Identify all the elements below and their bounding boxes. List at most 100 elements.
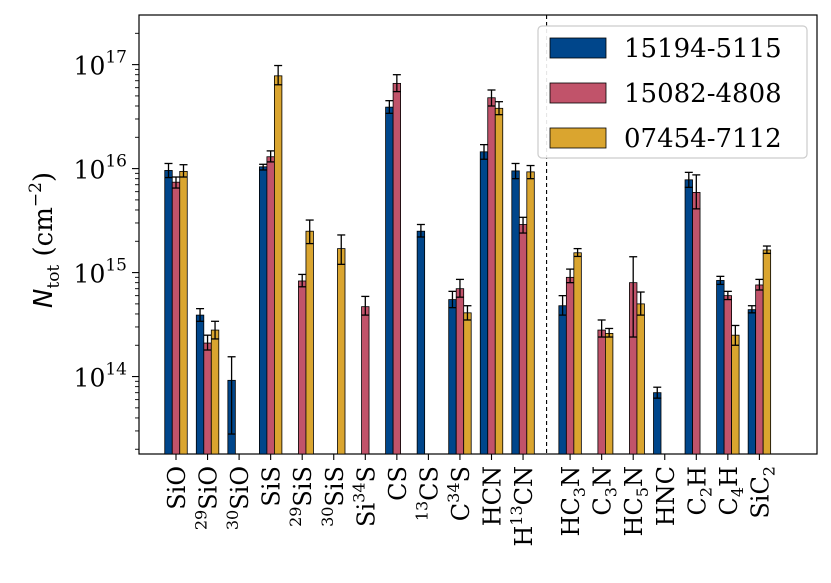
x-tick-label-text: S: [447, 466, 475, 482]
x-tick-label-text: CS: [384, 466, 412, 501]
bar: [692, 192, 701, 455]
y-tick-label: 1015: [74, 256, 127, 289]
x-tick-label: SiS: [258, 466, 286, 507]
x-tick-label-sup: 29: [286, 507, 305, 527]
y-tick-label: 1016: [74, 152, 127, 185]
bar: [361, 306, 370, 455]
bar: [716, 280, 725, 455]
x-tick-label-text: SiO: [195, 466, 223, 510]
bar: [448, 299, 457, 455]
y-label-unit-sup: −2: [26, 182, 46, 207]
x-tick-label-text: SiC: [746, 476, 774, 518]
bar: [392, 82, 402, 455]
x-tick-label-text: N: [557, 466, 585, 487]
x-tick-label: H13CN: [507, 466, 538, 547]
bar: [179, 170, 188, 455]
bar: [526, 171, 535, 455]
x-tick-label-sup: 34: [444, 482, 463, 502]
x-tick-label-text: S: [352, 466, 380, 482]
x-tick-label-sub: 3: [602, 487, 621, 497]
x-tick-label-text: N: [589, 466, 617, 487]
x-tick-label: HNC: [652, 466, 680, 526]
x-tick-label-text: SiS: [258, 466, 286, 507]
legend-label: 07454-7112: [624, 124, 782, 154]
bar: [203, 342, 212, 455]
x-tick-label-sub: 2: [696, 487, 715, 497]
x-tick-label-text: H: [715, 466, 743, 487]
x-tick-label: C4H: [715, 466, 747, 516]
bar: [558, 305, 567, 455]
x-tick-label-sup: 29: [192, 510, 211, 530]
x-tick-label: Si34S: [349, 466, 380, 527]
x-tick-label: CS: [384, 466, 412, 501]
bar: [487, 97, 496, 455]
y-tick-label: 1017: [74, 48, 127, 81]
x-tick-label-sup: 34: [349, 482, 368, 502]
x-tick-label: C34S: [444, 466, 475, 521]
y-tick-base: 10: [74, 260, 106, 289]
y-tick-label: 1014: [74, 360, 127, 393]
x-tick-label: 29SiO: [192, 466, 223, 530]
x-tick-label-sub: 3: [570, 487, 589, 497]
x-tick-label-text: CN: [510, 466, 538, 505]
x-tick-label-text: HCN: [479, 466, 507, 526]
legend-swatch: [549, 37, 607, 59]
legend-swatch: [549, 82, 607, 104]
y-minor-ticks: [135, 32, 139, 450]
y-tick-base: 10: [74, 52, 106, 81]
x-tick-label-text: H: [510, 526, 538, 547]
legend-box: [537, 25, 808, 159]
x-tick-label-text: N: [620, 466, 648, 487]
bar: [416, 230, 426, 455]
x-tick-label: 30SiS: [318, 466, 349, 527]
x-tick-label-text: HC: [620, 497, 648, 536]
y-tick-base: 10: [74, 156, 106, 185]
x-tick-label: 30SiO: [223, 466, 254, 530]
x-tick-label-text: HC: [557, 497, 585, 536]
y-label-subscript: tot: [44, 265, 64, 289]
bar: [684, 179, 693, 455]
x-tick-label-text: C: [589, 497, 617, 515]
x-tick-label-text: SiO: [163, 466, 191, 510]
x-tick-label-text: C: [447, 503, 475, 521]
y-tick-exponent: 17: [105, 48, 127, 68]
bar: [511, 170, 520, 455]
x-tick-label: SiC2: [746, 466, 778, 519]
y-tick-exponent: 16: [105, 152, 127, 172]
x-tick-label-text: SiS: [289, 466, 317, 507]
bar: [164, 170, 173, 455]
x-tick-label-sub: 4: [728, 487, 747, 497]
legend: 15194-5115 15082-4808 07454-7112: [537, 25, 808, 159]
legend-label: 15082-4808: [624, 79, 782, 109]
x-tick-label: 13CS: [412, 466, 443, 521]
bar: [305, 230, 314, 455]
y-tick-base: 10: [74, 364, 106, 393]
bar: [755, 284, 764, 455]
bar: [597, 329, 606, 455]
bar: [723, 295, 732, 455]
bar: [762, 249, 772, 455]
y-label-unit-close: ): [29, 172, 59, 182]
bar: [266, 156, 275, 455]
y-axis-label: Ntot (cm−2): [26, 172, 64, 308]
bar: [605, 333, 614, 455]
x-tick-label-text: CS: [415, 466, 443, 501]
x-tick-label-text: SiO: [226, 466, 254, 510]
bar: [210, 329, 220, 455]
y-label-symbol: N: [29, 289, 59, 308]
bar: [573, 252, 582, 455]
bar: [258, 166, 268, 455]
y-label-unit-open: (cm: [29, 207, 59, 265]
bar: [731, 334, 740, 455]
bar: [455, 288, 465, 455]
y-tick-exponent: 15: [105, 256, 127, 276]
bar: [565, 276, 575, 455]
bar: [636, 303, 645, 455]
bar: [494, 107, 504, 455]
x-tick-label-text: C: [715, 497, 743, 515]
x-tick-label-text: HNC: [652, 466, 680, 526]
bar: [518, 224, 528, 455]
bar: [195, 314, 205, 455]
